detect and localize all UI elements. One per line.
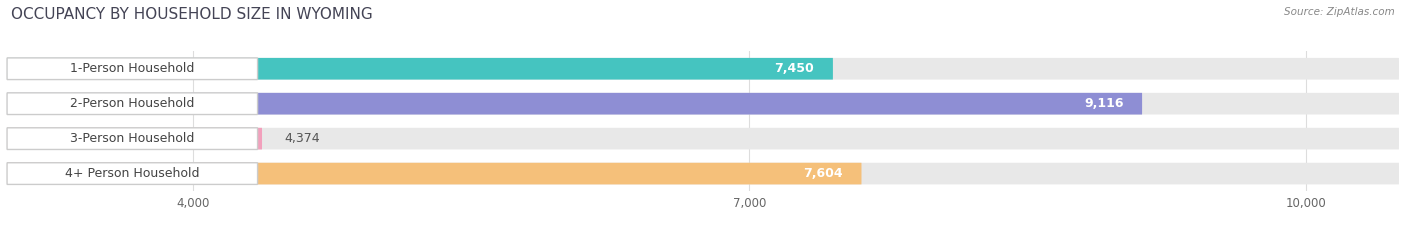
Text: 9,116: 9,116 — [1084, 97, 1123, 110]
FancyBboxPatch shape — [7, 58, 257, 80]
FancyBboxPatch shape — [7, 163, 257, 185]
FancyBboxPatch shape — [7, 128, 257, 150]
FancyBboxPatch shape — [7, 163, 1399, 185]
FancyBboxPatch shape — [7, 58, 1399, 80]
Text: 2-Person Household: 2-Person Household — [70, 97, 194, 110]
Text: 4+ Person Household: 4+ Person Household — [65, 167, 200, 180]
FancyBboxPatch shape — [7, 93, 1142, 115]
FancyBboxPatch shape — [7, 163, 862, 185]
Text: OCCUPANCY BY HOUSEHOLD SIZE IN WYOMING: OCCUPANCY BY HOUSEHOLD SIZE IN WYOMING — [11, 7, 373, 22]
Text: 7,450: 7,450 — [775, 62, 814, 75]
Text: 1-Person Household: 1-Person Household — [70, 62, 194, 75]
FancyBboxPatch shape — [7, 128, 262, 150]
FancyBboxPatch shape — [7, 128, 1399, 150]
FancyBboxPatch shape — [7, 58, 832, 80]
Text: Source: ZipAtlas.com: Source: ZipAtlas.com — [1284, 7, 1395, 17]
Text: 3-Person Household: 3-Person Household — [70, 132, 194, 145]
Text: 4,374: 4,374 — [284, 132, 321, 145]
Text: 7,604: 7,604 — [803, 167, 844, 180]
FancyBboxPatch shape — [7, 93, 257, 115]
FancyBboxPatch shape — [7, 93, 1399, 115]
